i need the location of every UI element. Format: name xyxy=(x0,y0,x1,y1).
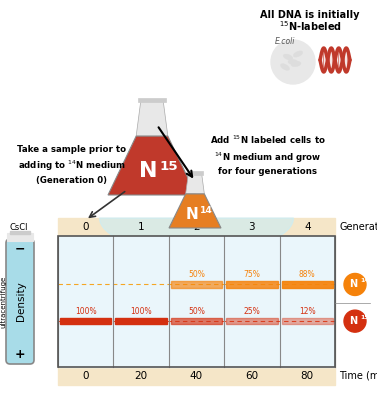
Ellipse shape xyxy=(280,64,290,70)
Text: 14: 14 xyxy=(200,206,213,216)
Circle shape xyxy=(344,274,366,295)
Bar xyxy=(10,231,30,234)
Text: N: N xyxy=(349,316,357,326)
Text: 100%: 100% xyxy=(130,307,152,316)
Text: Density: Density xyxy=(16,281,26,322)
Text: 3: 3 xyxy=(248,222,255,232)
Polygon shape xyxy=(136,100,168,136)
Text: 88%: 88% xyxy=(299,270,316,279)
Polygon shape xyxy=(108,136,196,195)
Text: Add $^{15}$N labeled cells to
$^{14}$N medium and grow
for four generations: Add $^{15}$N labeled cells to $^{14}$N m… xyxy=(210,134,326,176)
Text: 50%: 50% xyxy=(188,270,205,279)
Text: 12%: 12% xyxy=(299,307,316,316)
Text: 20: 20 xyxy=(135,371,148,381)
Bar xyxy=(7,233,33,241)
Bar xyxy=(58,236,113,367)
Bar xyxy=(224,236,280,367)
Text: 14: 14 xyxy=(360,278,369,283)
FancyBboxPatch shape xyxy=(6,239,34,364)
Text: 80: 80 xyxy=(301,371,314,381)
Text: Generation: Generation xyxy=(339,222,377,232)
Text: N: N xyxy=(349,279,357,289)
Text: N: N xyxy=(139,161,157,181)
Text: 25%: 25% xyxy=(244,307,260,316)
Ellipse shape xyxy=(291,62,301,67)
Text: E.coli: E.coli xyxy=(275,37,295,46)
Text: 40: 40 xyxy=(190,371,203,381)
Text: Take a sample prior to
adding to $^{14}$N medium
(Generation 0): Take a sample prior to adding to $^{14}$… xyxy=(17,145,127,185)
Text: 60: 60 xyxy=(245,371,259,381)
Text: 0: 0 xyxy=(83,371,89,381)
Text: ultracentrifuge: ultracentrifuge xyxy=(0,276,6,328)
Bar xyxy=(113,236,169,367)
Bar xyxy=(60,318,111,324)
Bar xyxy=(280,236,335,367)
Text: 75%: 75% xyxy=(244,270,261,279)
Bar xyxy=(171,318,222,324)
Text: 100%: 100% xyxy=(75,307,97,316)
Text: 0: 0 xyxy=(83,222,89,232)
Polygon shape xyxy=(185,173,204,194)
Text: $^{15}$N-labeled: $^{15}$N-labeled xyxy=(279,19,342,33)
Bar xyxy=(115,318,167,324)
Bar xyxy=(226,281,277,288)
Ellipse shape xyxy=(283,54,293,60)
Text: 1: 1 xyxy=(138,222,144,232)
Bar xyxy=(282,281,333,288)
Ellipse shape xyxy=(288,60,298,65)
Circle shape xyxy=(271,40,315,84)
Text: 4: 4 xyxy=(304,222,311,232)
Text: +: + xyxy=(15,347,25,360)
Bar xyxy=(58,236,335,367)
Text: 15: 15 xyxy=(159,160,178,173)
Bar xyxy=(58,218,335,385)
Text: N: N xyxy=(186,207,199,222)
Ellipse shape xyxy=(293,51,303,57)
Bar xyxy=(187,171,204,175)
Bar xyxy=(282,318,333,324)
Text: 50%: 50% xyxy=(188,307,205,316)
Circle shape xyxy=(344,310,366,332)
Text: 2: 2 xyxy=(193,222,200,232)
Polygon shape xyxy=(169,194,221,228)
Text: −: − xyxy=(15,243,25,256)
Bar xyxy=(138,98,166,102)
Text: Time (min.): Time (min.) xyxy=(339,371,377,381)
Text: 15: 15 xyxy=(360,315,369,320)
Polygon shape xyxy=(100,218,293,253)
Text: All DNA is initially: All DNA is initially xyxy=(260,10,360,20)
Bar xyxy=(169,236,224,367)
Text: CsCl: CsCl xyxy=(10,222,29,231)
Bar xyxy=(226,318,277,324)
Bar xyxy=(171,281,222,288)
